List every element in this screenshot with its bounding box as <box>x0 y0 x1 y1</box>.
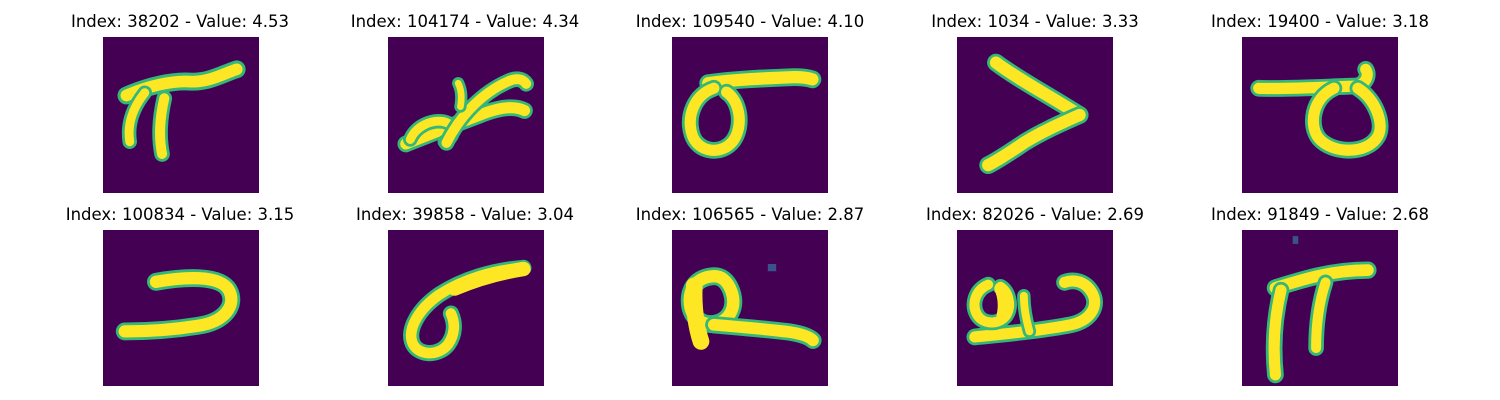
glyph-image <box>103 37 259 193</box>
panel-title: Index: 106565 - Value: 2.87 <box>635 205 865 224</box>
image-panel <box>388 230 544 386</box>
glyph-image <box>957 230 1113 386</box>
image-panel <box>103 37 259 193</box>
panel-title: Index: 100834 - Value: 3.15 <box>65 205 295 224</box>
panel-title: Index: 109540 - Value: 4.10 <box>635 12 865 31</box>
image-panel <box>388 37 544 193</box>
image-panel <box>672 230 828 386</box>
image-panel <box>672 37 828 193</box>
glyph-image <box>388 37 544 193</box>
image-panel <box>957 37 1113 193</box>
image-panel <box>1242 37 1398 193</box>
glyph-image <box>1242 37 1398 193</box>
panel-title: Index: 39858 - Value: 3.04 <box>355 205 574 224</box>
panel-title: Index: 1034 - Value: 3.33 <box>931 12 1139 31</box>
image-panel <box>103 230 259 386</box>
image-panel <box>1242 230 1398 386</box>
panel-title: Index: 91849 - Value: 2.68 <box>1210 205 1429 224</box>
glyph-image <box>388 230 544 386</box>
glyph-image <box>672 230 828 386</box>
glyph-image <box>672 37 828 193</box>
panel-title: Index: 104174 - Value: 4.34 <box>350 12 580 31</box>
glyph-image <box>957 37 1113 193</box>
panel-title: Index: 82026 - Value: 2.69 <box>925 205 1144 224</box>
image-panel <box>957 230 1113 386</box>
panel-title: Index: 38202 - Value: 4.53 <box>70 12 289 31</box>
glyph-image <box>103 230 259 386</box>
glyph-image <box>1242 230 1398 386</box>
panel-title: Index: 19400 - Value: 3.18 <box>1210 12 1429 31</box>
